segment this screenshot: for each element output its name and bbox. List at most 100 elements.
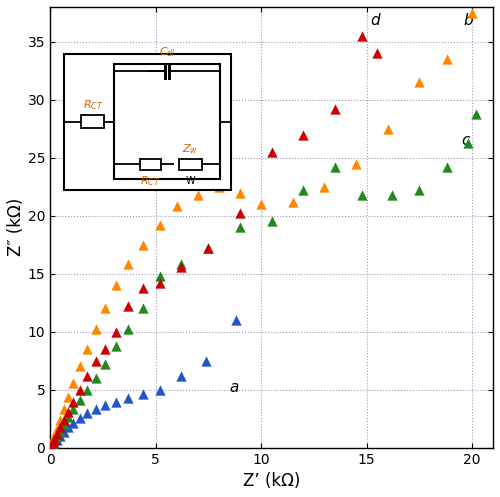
Point bbox=[388, 191, 396, 199]
Text: b: b bbox=[464, 13, 473, 28]
Point bbox=[50, 434, 58, 442]
Point bbox=[300, 186, 308, 194]
Point bbox=[53, 425, 61, 433]
Point bbox=[112, 281, 120, 289]
X-axis label: Z’ (kΩ): Z’ (kΩ) bbox=[243, 472, 300, 490]
Point bbox=[70, 379, 78, 387]
Point bbox=[83, 372, 91, 380]
Point bbox=[48, 439, 56, 447]
Point bbox=[139, 305, 147, 313]
Point bbox=[64, 423, 72, 431]
Point bbox=[48, 442, 56, 450]
Point bbox=[268, 148, 276, 156]
Point bbox=[56, 432, 64, 440]
Point bbox=[236, 209, 244, 217]
Point bbox=[56, 427, 64, 435]
Point bbox=[373, 49, 381, 57]
Point bbox=[70, 398, 78, 406]
Point bbox=[83, 410, 91, 417]
Point bbox=[56, 423, 64, 431]
Point bbox=[76, 362, 84, 370]
Point bbox=[358, 32, 366, 40]
Point bbox=[288, 198, 296, 206]
Point bbox=[48, 441, 56, 449]
Point bbox=[464, 139, 472, 147]
Point bbox=[415, 79, 423, 86]
Point bbox=[50, 432, 58, 440]
Point bbox=[48, 437, 56, 445]
Point bbox=[139, 390, 147, 398]
Point bbox=[300, 131, 308, 139]
Point bbox=[236, 223, 244, 231]
Point bbox=[101, 305, 109, 313]
Point bbox=[194, 191, 202, 199]
Point bbox=[53, 430, 61, 438]
Point bbox=[139, 241, 147, 248]
Point bbox=[215, 183, 223, 191]
Point bbox=[320, 183, 328, 191]
Point bbox=[53, 432, 61, 440]
Point bbox=[56, 416, 64, 424]
Point bbox=[112, 328, 120, 335]
Point bbox=[112, 398, 120, 406]
Text: d: d bbox=[370, 13, 380, 28]
Point bbox=[70, 419, 78, 427]
Point bbox=[442, 55, 450, 63]
Point bbox=[156, 221, 164, 229]
Point bbox=[358, 191, 366, 199]
Point bbox=[48, 441, 56, 449]
Point bbox=[268, 218, 276, 226]
Point bbox=[331, 163, 339, 171]
Point bbox=[64, 414, 72, 421]
Point bbox=[124, 326, 132, 333]
Point bbox=[53, 436, 61, 444]
Point bbox=[48, 440, 56, 448]
Point bbox=[101, 360, 109, 368]
Point bbox=[64, 393, 72, 401]
Point bbox=[92, 326, 100, 333]
Point bbox=[124, 395, 132, 403]
Point bbox=[48, 440, 56, 448]
Point bbox=[257, 200, 265, 208]
Point bbox=[156, 272, 164, 280]
Point bbox=[60, 428, 68, 436]
Point bbox=[50, 438, 58, 446]
Point bbox=[101, 402, 109, 410]
Point bbox=[60, 420, 68, 428]
Point bbox=[92, 357, 100, 365]
Point bbox=[352, 160, 360, 167]
Point bbox=[331, 105, 339, 113]
Point bbox=[124, 302, 132, 310]
Point bbox=[92, 374, 100, 382]
Point bbox=[442, 163, 450, 171]
Point bbox=[202, 357, 210, 365]
Point bbox=[204, 244, 212, 252]
Point bbox=[177, 372, 185, 380]
Point bbox=[236, 188, 244, 196]
Text: a: a bbox=[230, 380, 239, 396]
Point bbox=[139, 284, 147, 292]
Point bbox=[50, 436, 58, 444]
Point bbox=[177, 263, 185, 271]
Point bbox=[172, 202, 180, 210]
Point bbox=[76, 396, 84, 404]
Point bbox=[60, 406, 68, 414]
Point bbox=[204, 244, 212, 252]
Point bbox=[156, 279, 164, 287]
Point bbox=[472, 110, 480, 118]
Point bbox=[60, 416, 68, 424]
Point bbox=[70, 406, 78, 414]
Point bbox=[76, 386, 84, 394]
Y-axis label: Z″ (kΩ): Z″ (kΩ) bbox=[7, 198, 25, 256]
Point bbox=[124, 260, 132, 268]
Text: c: c bbox=[462, 133, 470, 149]
Point bbox=[177, 260, 185, 268]
Point bbox=[112, 341, 120, 349]
Point bbox=[83, 345, 91, 353]
Point bbox=[468, 9, 476, 17]
Point bbox=[92, 406, 100, 414]
Point bbox=[156, 386, 164, 394]
Point bbox=[415, 186, 423, 194]
Point bbox=[48, 438, 56, 446]
Point bbox=[64, 408, 72, 415]
